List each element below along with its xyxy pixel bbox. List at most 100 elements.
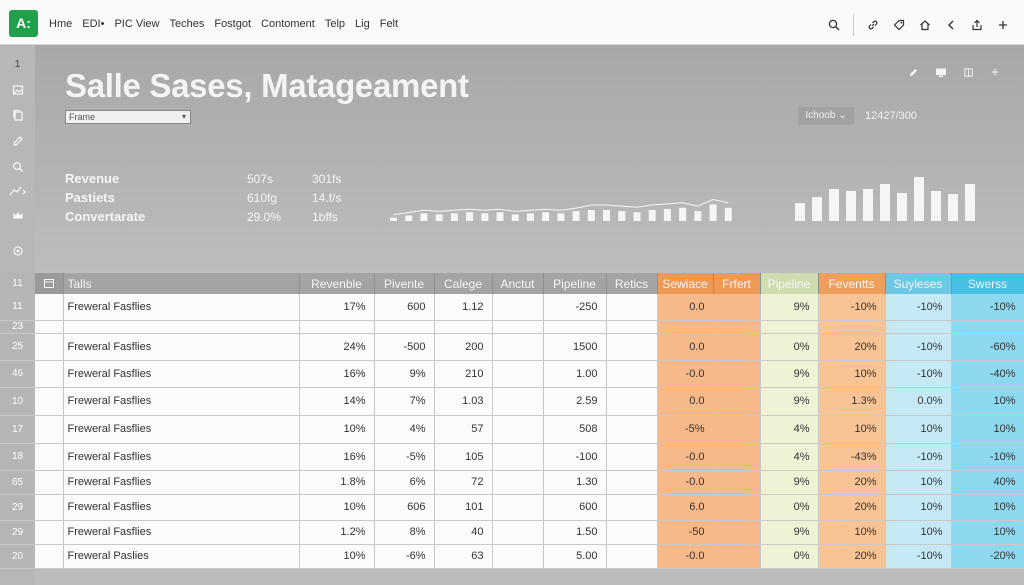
table-cell[interactable]: 9%	[374, 360, 435, 388]
table-cell[interactable]	[606, 294, 658, 321]
table-cell[interactable]: 0.0	[657, 387, 714, 416]
tag-icon[interactable]	[892, 17, 906, 33]
link-icon[interactable]	[866, 17, 880, 33]
table-cell[interactable]: 0%	[760, 333, 819, 361]
table-cell[interactable]: 1.3%	[818, 387, 886, 416]
table-cell[interactable]	[713, 415, 761, 444]
table-cell[interactable]	[713, 494, 761, 521]
column-header[interactable]: Sewiace	[657, 273, 714, 294]
add-icon[interactable]	[996, 17, 1010, 33]
table-cell[interactable]: 1.8%	[299, 470, 375, 495]
table-cell[interactable]	[713, 360, 761, 388]
table-cell[interactable]: 0%	[760, 494, 819, 521]
column-header[interactable]: Retics	[606, 273, 658, 294]
search-icon[interactable]	[11, 161, 25, 175]
table-cell[interactable]	[760, 320, 819, 334]
table-cell[interactable]	[492, 387, 544, 416]
table-row[interactable]: 18 Freweral Fasflies 16% -5% 105 -100 -0.0 4% -4…	[0, 443, 1024, 471]
table-cell[interactable]: 0.0	[657, 333, 714, 361]
row-name[interactable]: Freweral Fasflies	[63, 387, 300, 416]
table-cell[interactable]	[606, 520, 658, 545]
table-cell[interactable]	[713, 443, 761, 471]
table-cell[interactable]: -5%	[374, 443, 435, 471]
pencil-icon[interactable]	[908, 67, 919, 81]
table-cell[interactable]	[818, 320, 886, 334]
table-cell[interactable]: 1.00	[543, 360, 607, 388]
table-cell[interactable]: 2.59	[543, 387, 607, 416]
table-cell[interactable]: 200	[434, 333, 493, 361]
row-name[interactable]: Freweral Fasflies	[63, 294, 300, 321]
table-cell[interactable]: 9%	[760, 520, 819, 545]
column-header[interactable]: Swerss	[951, 273, 1024, 294]
menu-item-felt[interactable]: Felt	[379, 18, 399, 30]
table-cell[interactable]	[606, 360, 658, 388]
search-icon[interactable]	[827, 17, 841, 33]
table-cell[interactable]: 57	[434, 415, 493, 444]
table-cell[interactable]: 1.12	[434, 294, 493, 321]
column-header[interactable]: Calege	[434, 273, 493, 294]
table-row[interactable]: 23	[0, 320, 1024, 334]
menu-item-content[interactable]: Contoment	[261, 18, 315, 30]
column-header[interactable]: Pivente	[374, 273, 435, 294]
table-cell[interactable]: 1.03	[434, 387, 493, 416]
plus-icon[interactable]	[990, 67, 1000, 81]
table-cell[interactable]: 8%	[374, 520, 435, 545]
table-cell[interactable]	[606, 387, 658, 416]
column-header[interactable]: Frfert	[713, 273, 761, 294]
table-cell[interactable]: 9%	[760, 387, 819, 416]
table-cell[interactable]: -10%	[885, 333, 952, 361]
image-icon[interactable]	[11, 84, 25, 98]
table-cell[interactable]: 17%	[299, 294, 375, 321]
menu-item-home[interactable]: Hme	[49, 18, 73, 30]
table-row[interactable]: 10 Freweral Fasflies 14% 7% 1.03 2.59 0.0 9% 1.3…	[0, 387, 1024, 416]
table-cell[interactable]	[713, 320, 761, 334]
column-header[interactable]: Suyleses	[885, 273, 952, 294]
monitor-icon[interactable]	[935, 67, 947, 81]
table-cell[interactable]: -0.0	[657, 443, 714, 471]
table-cell[interactable]: -100	[543, 443, 607, 471]
table-cell[interactable]	[543, 320, 607, 334]
table-cell[interactable]: 6%	[374, 470, 435, 495]
table-cell[interactable]	[492, 470, 544, 495]
table-cell[interactable]	[606, 544, 658, 569]
table-cell[interactable]: -60%	[951, 333, 1024, 361]
table-cell[interactable]	[713, 387, 761, 416]
table-cell[interactable]	[713, 294, 761, 321]
table-cell[interactable]	[713, 470, 761, 495]
table-row[interactable]: 29 Freweral Fasflies 1.2% 8% 40 1.50 -50 9% 10% 1…	[0, 520, 1024, 545]
table-row[interactable]: 17 Freweral Fasflies 10% 4% 57 508 -5% 4% 10% 10%…	[0, 415, 1024, 444]
table-cell[interactable]	[713, 520, 761, 545]
table-cell[interactable]: 10%	[818, 360, 886, 388]
table-cell[interactable]: -50	[657, 520, 714, 545]
table-cell[interactable]	[492, 333, 544, 361]
table-cell[interactable]: -43%	[818, 443, 886, 471]
table-row[interactable]: 25 Freweral Fasflies 24% -500 200 1500 0.0 0% 20…	[0, 333, 1024, 361]
column-header[interactable]: Revenble	[299, 273, 375, 294]
table-cell[interactable]: 9%	[760, 294, 819, 321]
table-cell[interactable]: 4%	[760, 415, 819, 444]
table-cell[interactable]	[374, 320, 435, 334]
view-dropdown[interactable]: Ichoob ⌄	[798, 107, 854, 125]
table-cell[interactable]: 4%	[760, 443, 819, 471]
table-cell[interactable]: -40%	[951, 360, 1024, 388]
table-cell[interactable]	[606, 494, 658, 521]
table-cell[interactable]: 20%	[818, 333, 886, 361]
table-cell[interactable]	[606, 470, 658, 495]
table-cell[interactable]: -10%	[885, 294, 952, 321]
menu-item-edit[interactable]: EDI•	[82, 18, 105, 30]
row-name[interactable]: Freweral Fasflies	[63, 520, 300, 545]
table-cell[interactable]: 9%	[760, 360, 819, 388]
share-icon[interactable]	[970, 17, 984, 33]
column-header[interactable]: Pipeline	[543, 273, 607, 294]
table-cell[interactable]: 40%	[951, 470, 1024, 495]
table-cell[interactable]: -10%	[885, 360, 952, 388]
row-name[interactable]: Freweral Fasflies	[63, 333, 300, 361]
table-cell[interactable]	[606, 415, 658, 444]
table-cell[interactable]: 10%	[951, 494, 1024, 521]
table-cell[interactable]	[713, 544, 761, 569]
table-cell[interactable]: -20%	[951, 544, 1024, 569]
table-cell[interactable]: 20%	[818, 494, 886, 521]
table-cell[interactable]: 10%	[885, 494, 952, 521]
table-cell[interactable]: 10%	[818, 520, 886, 545]
table-cell[interactable]	[657, 320, 714, 334]
